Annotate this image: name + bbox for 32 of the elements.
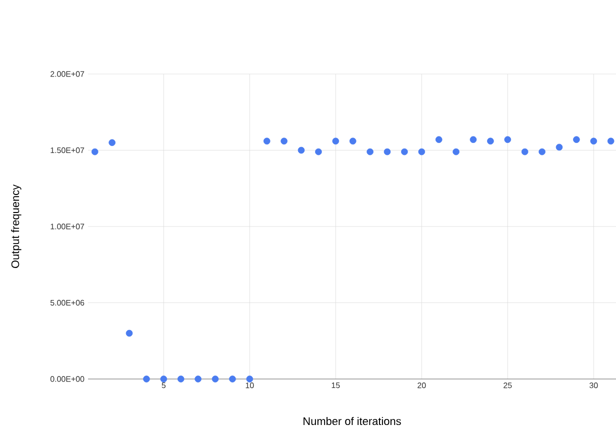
point bbox=[556, 144, 563, 151]
point bbox=[590, 138, 598, 144]
point bbox=[177, 376, 184, 382]
point bbox=[349, 138, 356, 144]
point bbox=[263, 138, 270, 144]
point bbox=[521, 148, 528, 156]
point bbox=[332, 138, 340, 144]
point bbox=[126, 330, 133, 337]
point bbox=[143, 376, 150, 382]
y-axis-title: Output frequency bbox=[11, 184, 22, 268]
point bbox=[504, 136, 512, 143]
point bbox=[452, 148, 460, 156]
point bbox=[401, 148, 408, 156]
point bbox=[538, 148, 546, 156]
x-axis-title: Number of iterations bbox=[304, 417, 401, 426]
point bbox=[160, 376, 168, 382]
point bbox=[470, 136, 477, 143]
point bbox=[246, 376, 254, 382]
point bbox=[91, 148, 98, 156]
point bbox=[487, 138, 494, 144]
point bbox=[194, 376, 202, 382]
point bbox=[418, 148, 426, 156]
point bbox=[229, 376, 236, 382]
point bbox=[315, 148, 322, 156]
point bbox=[212, 376, 219, 382]
point bbox=[280, 138, 288, 144]
point bbox=[298, 146, 305, 154]
point bbox=[108, 139, 116, 146]
point bbox=[573, 136, 580, 143]
point bbox=[384, 148, 391, 156]
point bbox=[366, 148, 374, 156]
point bbox=[435, 136, 442, 143]
